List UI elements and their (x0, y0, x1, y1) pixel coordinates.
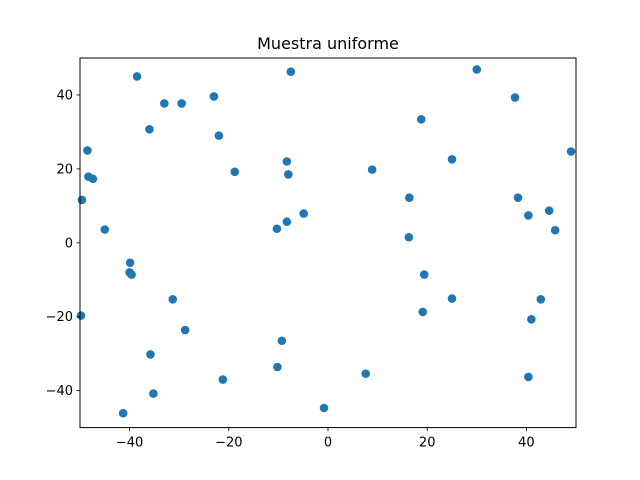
plot-frame (79, 57, 577, 429)
x-tick-label: 20 (419, 436, 436, 451)
data-point (299, 209, 309, 218)
data-point (125, 258, 135, 268)
y-axis-ticks: −40 −20 0 20 40 (46, 88, 80, 399)
data-point (524, 372, 533, 382)
x-tick-label: 40 (518, 436, 535, 451)
data-point (472, 65, 482, 74)
data-point (127, 270, 136, 279)
data-point (513, 193, 523, 203)
data-point (550, 225, 560, 235)
data-point (214, 131, 224, 140)
data-point (160, 99, 169, 108)
data-point (418, 307, 428, 317)
x-tick-label: 0 (324, 436, 332, 451)
data-point (230, 167, 240, 177)
data-point (404, 232, 414, 242)
data-point (180, 325, 190, 335)
data-point (277, 336, 287, 346)
data-point (83, 146, 92, 155)
points-layer (76, 65, 576, 418)
data-point (168, 295, 178, 304)
data-point (273, 362, 282, 372)
data-point (88, 174, 98, 184)
data-point (177, 99, 186, 108)
data-point (367, 165, 377, 174)
data-point (361, 369, 371, 378)
data-point (282, 157, 292, 166)
data-point (319, 403, 329, 413)
data-point (286, 67, 296, 76)
data-point (209, 92, 219, 101)
x-axis-ticks: −40 −20 0 20 40 (116, 427, 535, 451)
data-point (447, 154, 457, 164)
y-tick-label: 40 (56, 88, 73, 103)
data-point (146, 350, 155, 359)
data-point (447, 294, 457, 303)
data-point (218, 375, 228, 384)
x-tick-label: −20 (215, 436, 242, 451)
data-point (405, 193, 414, 203)
data-point (416, 115, 426, 124)
data-point (566, 147, 576, 156)
chart-title: Muestra uniforme (257, 34, 399, 53)
data-point (149, 389, 158, 398)
data-point (284, 170, 293, 179)
data-point (524, 211, 533, 220)
data-point (118, 408, 128, 418)
data-point (76, 311, 86, 320)
data-point (419, 270, 429, 279)
data-point (100, 225, 110, 234)
data-point (282, 217, 292, 227)
data-point (272, 224, 282, 234)
data-point (77, 195, 87, 205)
data-point (145, 125, 154, 134)
data-point (510, 93, 520, 102)
y-tick-label: −40 (46, 384, 73, 399)
data-point (527, 315, 536, 324)
data-point (536, 295, 546, 304)
y-tick-label: −20 (46, 310, 73, 325)
data-point (544, 206, 554, 215)
x-tick-label: −40 (116, 436, 143, 451)
y-tick-label: 20 (56, 162, 73, 177)
data-point (132, 72, 142, 81)
y-tick-label: 0 (65, 236, 73, 251)
